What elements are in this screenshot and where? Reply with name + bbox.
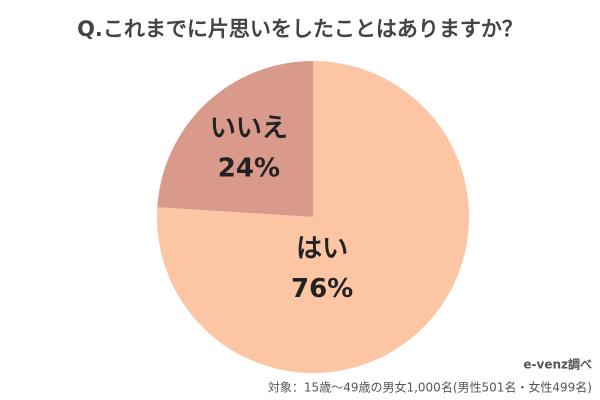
slice-label: いいえ	[210, 113, 288, 143]
note: 対象：15歳〜49歳の男女1,000名(男性501名・女性499名)	[268, 380, 592, 395]
pie-slice	[157, 61, 313, 217]
pie-slice	[156, 61, 469, 373]
slice-value: 76%	[291, 274, 353, 304]
pie	[156, 61, 469, 373]
chart-title: Q.これまでに片思いをしたことはありますか？	[77, 17, 523, 41]
slice-value: 24%	[218, 153, 280, 183]
slice-label: はい	[296, 234, 348, 264]
source: e-venz調べ	[523, 357, 592, 372]
